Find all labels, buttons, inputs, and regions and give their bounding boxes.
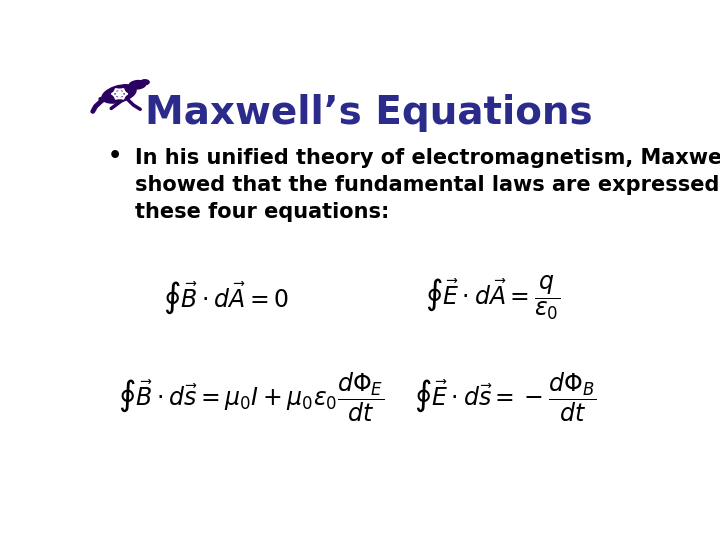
Ellipse shape bbox=[102, 85, 136, 103]
Text: •: • bbox=[108, 146, 122, 166]
Text: $\oint \vec{E} \cdot d\vec{s} = -\dfrac{d\Phi_B}{dt}$: $\oint \vec{E} \cdot d\vec{s} = -\dfrac{… bbox=[413, 370, 596, 424]
Ellipse shape bbox=[129, 80, 145, 89]
Text: $\oint \vec{E} \cdot d\vec{A} = \dfrac{q}{\varepsilon_0}$: $\oint \vec{E} \cdot d\vec{A} = \dfrac{q… bbox=[425, 273, 560, 322]
Text: In his unified theory of electromagnetism, Maxwell
showed that the fundamental l: In his unified theory of electromagnetis… bbox=[135, 148, 720, 222]
Text: $\oint \vec{B} \cdot d\vec{s} = \mu_0 I + \mu_0 \varepsilon_0 \dfrac{d\Phi_E}{dt: $\oint \vec{B} \cdot d\vec{s} = \mu_0 I … bbox=[118, 370, 384, 424]
Circle shape bbox=[118, 93, 121, 95]
Ellipse shape bbox=[140, 80, 149, 85]
Text: Maxwell’s Equations: Maxwell’s Equations bbox=[145, 94, 593, 132]
Text: $\oint \vec{B} \cdot d\vec{A} = 0$: $\oint \vec{B} \cdot d\vec{A} = 0$ bbox=[163, 280, 289, 316]
